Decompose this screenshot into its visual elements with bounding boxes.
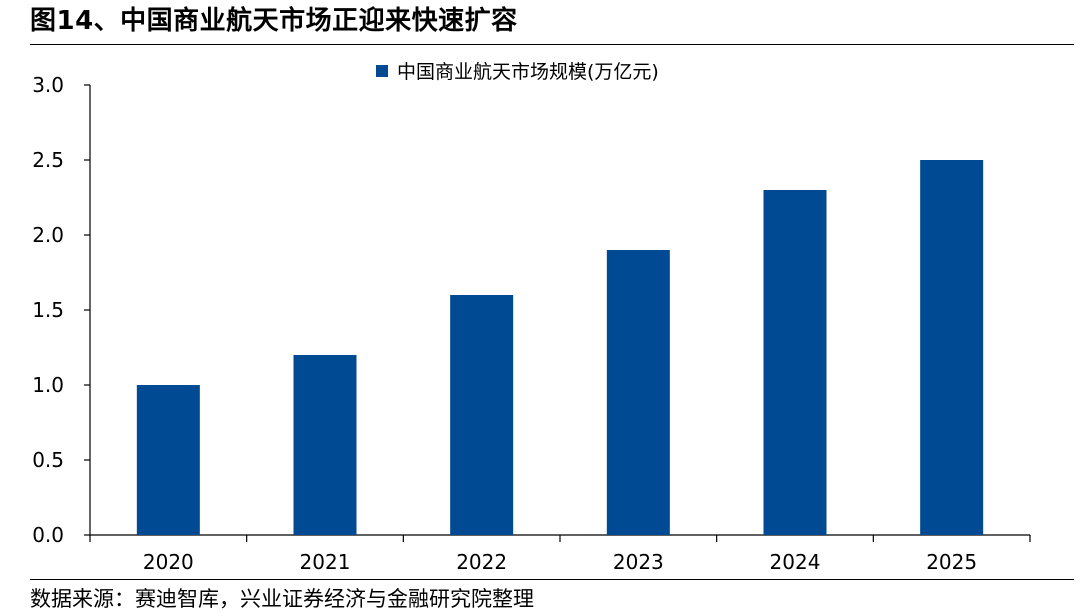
legend-swatch (376, 65, 388, 77)
x-tick-label: 2025 (926, 550, 977, 574)
y-tick-label: 2.5 (32, 148, 64, 172)
figure-title: 图14、中国商业航天市场正迎来快速扩容 (30, 6, 518, 36)
legend-label: 中国商业航天市场规模(万亿元) (397, 61, 659, 83)
title-divider (30, 44, 1074, 45)
y-tick-label: 0.0 (32, 523, 64, 547)
y-tick-label: 1.0 (32, 373, 64, 397)
x-tick-label: 2022 (456, 550, 507, 574)
x-tick-label: 2023 (613, 550, 664, 574)
bar (136, 385, 200, 535)
x-tick-label: 2021 (300, 550, 351, 574)
y-tick-label: 3.0 (32, 73, 64, 97)
y-tick-label: 1.5 (32, 298, 64, 322)
legend: 中国商业航天市场规模(万亿元) (376, 61, 659, 83)
bar (606, 250, 670, 535)
bar (763, 190, 827, 535)
source-note: 数据来源：赛迪智库，兴业证券经济与金融研究院整理 (30, 587, 534, 611)
y-tick-label: 2.0 (32, 223, 64, 247)
y-tick-label: 0.5 (32, 448, 64, 472)
bar (293, 355, 357, 535)
x-axis: 2020 2021 2022 2023 2024 2025 (89, 534, 1031, 574)
source-divider (30, 579, 1074, 580)
bar-series (136, 160, 984, 535)
bar (450, 295, 514, 535)
y-axis: 0.0 0.5 1.0 1.5 2.0 2.5 3.0 (32, 73, 91, 547)
x-tick-label: 2024 (770, 550, 821, 574)
bar (920, 160, 984, 535)
x-tick-label: 2020 (143, 550, 194, 574)
